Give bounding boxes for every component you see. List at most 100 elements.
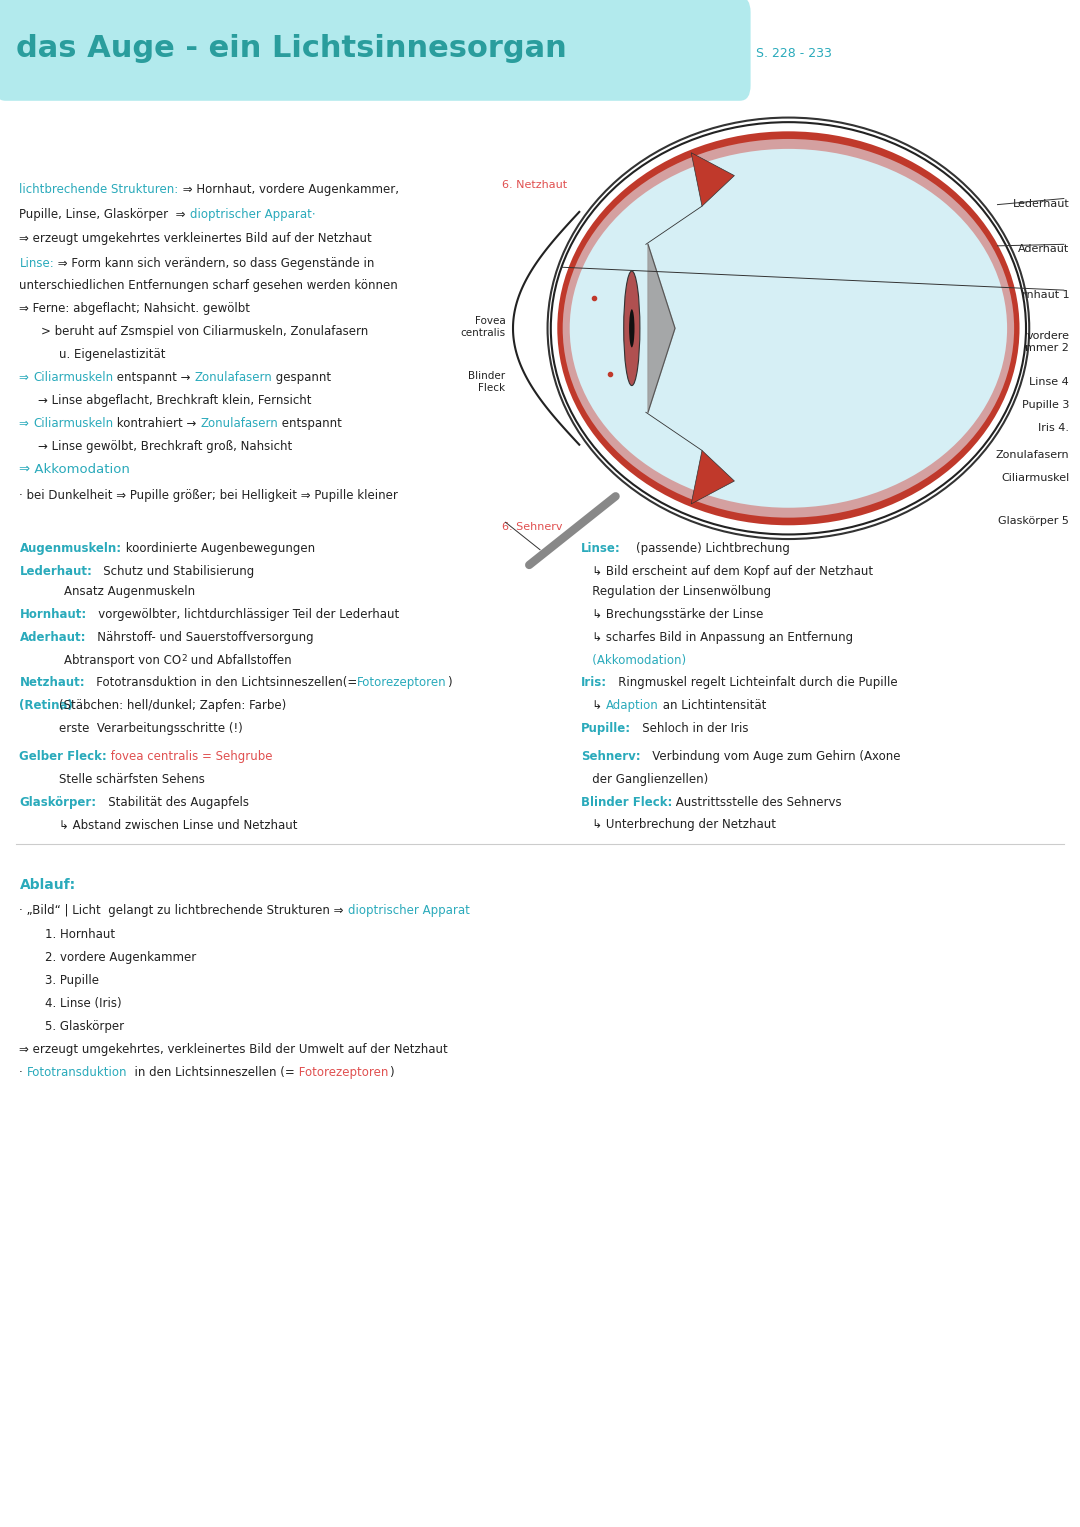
Ellipse shape xyxy=(570,150,1008,507)
Text: ⇒: ⇒ xyxy=(19,371,33,385)
Text: Glaskörper:: Glaskörper: xyxy=(19,796,96,809)
Text: Ciliarmuskeln: Ciliarmuskeln xyxy=(33,417,113,431)
Text: ·: · xyxy=(19,1066,27,1080)
Text: Blinder Fleck:: Blinder Fleck: xyxy=(581,796,673,809)
Text: ⇒ Form kann sich verändern, so dass Gegenstände in: ⇒ Form kann sich verändern, so dass Gege… xyxy=(54,257,375,270)
Text: Regulation der Linsenwölbung: Regulation der Linsenwölbung xyxy=(581,585,771,599)
Text: (Retina): (Retina) xyxy=(19,699,73,713)
Text: Zonulafasern: Zonulafasern xyxy=(194,371,272,385)
Ellipse shape xyxy=(629,308,635,348)
Text: Hornhaut:: Hornhaut: xyxy=(19,608,86,621)
Text: ): ) xyxy=(389,1066,393,1080)
Text: 2. vordere Augenkammer: 2. vordere Augenkammer xyxy=(45,951,197,965)
Text: erste  Verarbeitungsschritte (!): erste Verarbeitungsschritte (!) xyxy=(59,722,243,736)
Text: vorgewölbter, lichtdurchlässiger Teil der Lederhaut: vorgewölbter, lichtdurchlässiger Teil de… xyxy=(86,608,399,621)
Text: ⇒ erzeugt umgekehrtes verkleinertes Bild auf der Netzhaut: ⇒ erzeugt umgekehrtes verkleinertes Bild… xyxy=(19,232,373,246)
Text: Lederhaut:: Lederhaut: xyxy=(19,565,92,579)
Ellipse shape xyxy=(557,131,1020,525)
Text: Fotorezeptoren: Fotorezeptoren xyxy=(295,1066,389,1080)
Text: Zonulafasern: Zonulafasern xyxy=(996,450,1069,461)
Text: Stelle schärfsten Sehens: Stelle schärfsten Sehens xyxy=(59,773,205,786)
Text: kontrahiert →: kontrahiert → xyxy=(113,417,200,431)
Text: Linse 4: Linse 4 xyxy=(1029,377,1069,388)
Text: Aderhaut:: Aderhaut: xyxy=(19,631,86,644)
Text: Linse:: Linse: xyxy=(581,542,621,556)
Text: Augenmuskeln:: Augenmuskeln: xyxy=(19,542,122,556)
Text: gespannt: gespannt xyxy=(272,371,332,385)
Polygon shape xyxy=(691,153,734,206)
Text: ⇒ Akkomodation: ⇒ Akkomodation xyxy=(19,463,131,476)
FancyBboxPatch shape xyxy=(0,0,751,101)
Text: 1. Hornhaut: 1. Hornhaut xyxy=(45,928,116,942)
Text: Verbindung vom Auge zum Gehirn (Axone: Verbindung vom Auge zum Gehirn (Axone xyxy=(640,750,900,764)
Text: Aderhaut: Aderhaut xyxy=(1018,244,1069,255)
Text: Ciliarmuskeln: Ciliarmuskeln xyxy=(33,371,113,385)
Text: ↳ Bild erscheint auf dem Kopf auf der Netzhaut: ↳ Bild erscheint auf dem Kopf auf der Ne… xyxy=(581,565,873,579)
Text: ⇒: ⇒ xyxy=(19,417,33,431)
Text: Lederhaut: Lederhaut xyxy=(1012,199,1069,209)
Text: an Lichtintensität: an Lichtintensität xyxy=(659,699,766,713)
Text: 6. Netzhaut: 6. Netzhaut xyxy=(502,180,567,191)
Text: Pupille, Linse, Glaskörper  ⇒: Pupille, Linse, Glaskörper ⇒ xyxy=(19,208,190,221)
Text: Austrittsstelle des Sehnervs: Austrittsstelle des Sehnervs xyxy=(673,796,842,809)
Text: S. 228 - 233: S. 228 - 233 xyxy=(756,47,832,60)
Text: Ablauf:: Ablauf: xyxy=(19,878,76,892)
Text: ⇒ Ferne: abgeflacht; Nahsicht. gewölbt: ⇒ Ferne: abgeflacht; Nahsicht. gewölbt xyxy=(19,302,251,316)
Text: Sehloch in der Iris: Sehloch in der Iris xyxy=(631,722,748,736)
Text: Pupille 3: Pupille 3 xyxy=(1022,400,1069,411)
Polygon shape xyxy=(691,450,734,504)
Text: (Stäbchen: hell/dunkel; Zapfen: Farbe): (Stäbchen: hell/dunkel; Zapfen: Farbe) xyxy=(59,699,286,713)
Text: (Akkomodation): (Akkomodation) xyxy=(581,654,686,667)
Text: lichtbrechende Strukturen:: lichtbrechende Strukturen: xyxy=(19,183,178,197)
Text: entspannt →: entspannt → xyxy=(113,371,194,385)
Text: Sehnerv:: Sehnerv: xyxy=(581,750,640,764)
Text: und Abfallstoffen: und Abfallstoffen xyxy=(187,654,292,667)
Text: Ansatz Augenmuskeln: Ansatz Augenmuskeln xyxy=(19,585,195,599)
Text: · bei Dunkelheit ⇒ Pupille größer; bei Helligkeit ⇒ Pupille kleiner: · bei Dunkelheit ⇒ Pupille größer; bei H… xyxy=(19,489,399,502)
Text: (passende) Lichtbrechung: (passende) Lichtbrechung xyxy=(621,542,789,556)
Ellipse shape xyxy=(624,272,639,386)
Text: Gelber Fleck:: Gelber Fleck: xyxy=(19,750,107,764)
Text: dioptrischer Apparat: dioptrischer Apparat xyxy=(348,904,470,918)
Text: ↳: ↳ xyxy=(581,699,606,713)
Text: ⇒ Hornhaut, vordere Augenkammer,: ⇒ Hornhaut, vordere Augenkammer, xyxy=(178,183,399,197)
Text: Fototransduktion: Fototransduktion xyxy=(27,1066,127,1080)
Text: der Ganglienzellen): der Ganglienzellen) xyxy=(581,773,708,786)
Text: → Linse abgeflacht, Brechkraft klein, Fernsicht: → Linse abgeflacht, Brechkraft klein, Fe… xyxy=(38,394,311,408)
Text: Fotorezeptoren: Fotorezeptoren xyxy=(357,676,447,690)
Text: u. Eigenelastizität: u. Eigenelastizität xyxy=(59,348,166,362)
Text: ↳ Unterbrechung der Netzhaut: ↳ Unterbrechung der Netzhaut xyxy=(581,818,777,832)
Text: koordinierte Augenbewegungen: koordinierte Augenbewegungen xyxy=(122,542,314,556)
Text: Stabilität des Augapfels: Stabilität des Augapfels xyxy=(96,796,248,809)
Text: Ringmuskel regelt Lichteinfalt durch die Pupille: Ringmuskel regelt Lichteinfalt durch die… xyxy=(607,676,897,690)
Text: 3. Pupille: 3. Pupille xyxy=(45,974,99,988)
Text: Fovea
centralis: Fovea centralis xyxy=(460,316,505,337)
Text: ): ) xyxy=(447,676,451,690)
Text: Linse:: Linse: xyxy=(19,257,54,270)
Text: in den Lichtsinneszellen(=: in den Lichtsinneszellen(= xyxy=(197,676,357,690)
Text: Hornhaut 1: Hornhaut 1 xyxy=(1007,290,1069,301)
Text: Glaskörper 5: Glaskörper 5 xyxy=(998,516,1069,527)
Text: Iris:: Iris: xyxy=(581,676,607,690)
Text: in den Lichtsinneszellen (=: in den Lichtsinneszellen (= xyxy=(127,1066,295,1080)
Text: > beruht auf Zsmspiel von Ciliarmuskeln, Zonulafasern: > beruht auf Zsmspiel von Ciliarmuskeln,… xyxy=(41,325,368,339)
Text: fovea centralis = Sehgrube: fovea centralis = Sehgrube xyxy=(107,750,272,764)
Text: 6. Sehnerv: 6. Sehnerv xyxy=(502,522,563,533)
Text: das Auge - ein Lichtsinnesorgan: das Auge - ein Lichtsinnesorgan xyxy=(16,35,567,63)
Text: → Linse gewölbt, Brechkraft groß, Nahsicht: → Linse gewölbt, Brechkraft groß, Nahsic… xyxy=(38,440,292,454)
Text: ⇒ erzeugt umgekehrtes, verkleinertes Bild der Umwelt auf der Netzhaut: ⇒ erzeugt umgekehrtes, verkleinertes Bil… xyxy=(19,1043,448,1057)
Text: ↳ Abstand zwischen Linse und Netzhaut: ↳ Abstand zwischen Linse und Netzhaut xyxy=(59,818,298,832)
Text: Nährstoff- und Sauerstoffversorgung: Nährstoff- und Sauerstoffversorgung xyxy=(86,631,313,644)
Text: 2: 2 xyxy=(181,654,187,663)
Text: unterschiedlichen Entfernungen scharf gesehen werden können: unterschiedlichen Entfernungen scharf ge… xyxy=(19,279,399,293)
Text: vordere
Augenkammer 2: vordere Augenkammer 2 xyxy=(976,331,1069,353)
Text: Schutz und Stabilisierung: Schutz und Stabilisierung xyxy=(92,565,255,579)
Polygon shape xyxy=(648,244,675,412)
Text: Abtransport von CO: Abtransport von CO xyxy=(19,654,181,667)
Text: entspannt: entspannt xyxy=(278,417,342,431)
Text: 4. Linse (Iris): 4. Linse (Iris) xyxy=(45,997,122,1011)
Text: Ciliarmuskel: Ciliarmuskel xyxy=(1001,473,1069,484)
Text: Netzhaut:: Netzhaut: xyxy=(19,676,85,690)
Text: Zonulafasern: Zonulafasern xyxy=(200,417,278,431)
Text: ↳ scharfes Bild in Anpassung an Entfernung: ↳ scharfes Bild in Anpassung an Entfernu… xyxy=(581,631,853,644)
